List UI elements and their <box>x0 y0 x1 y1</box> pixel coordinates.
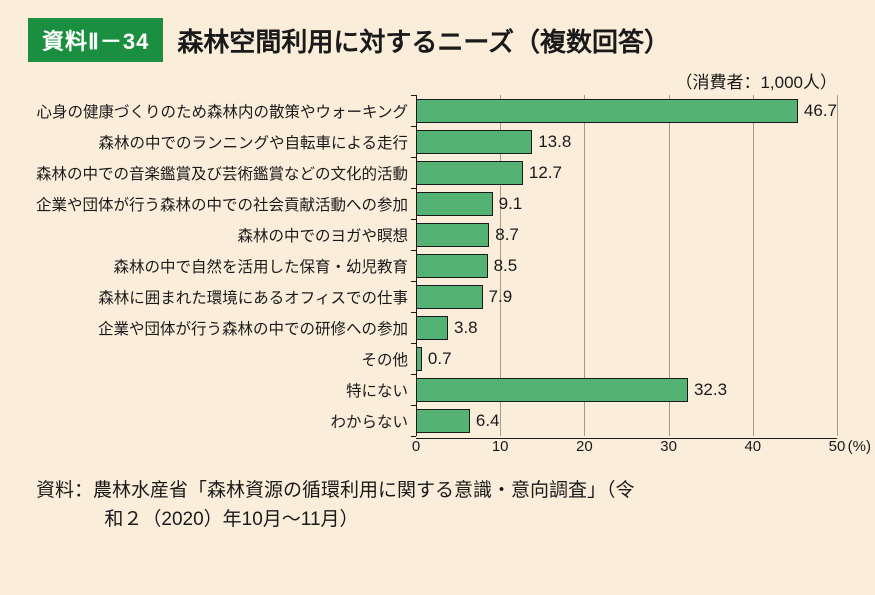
bar-value: 3.8 <box>454 318 478 338</box>
y-label: 企業や団体が行う森林の中での研修への参加 <box>36 312 416 343</box>
bar-value: 6.4 <box>476 411 500 431</box>
x-tick-label: 10 <box>492 438 509 455</box>
bar <box>416 130 532 154</box>
bar <box>416 285 483 309</box>
bar-row: 8.5 <box>416 250 837 281</box>
bar-value: 8.7 <box>495 225 519 245</box>
bar-row: 3.8 <box>416 312 837 343</box>
bar-row: 6.4 <box>416 405 837 436</box>
bar-value: 12.7 <box>529 163 562 183</box>
y-label: 森林の中でのランニングや自転車による走行 <box>36 126 416 157</box>
x-axis-unit: (%) <box>848 438 871 455</box>
y-label: 企業や団体が行う森林の中での社会貢献活動への参加 <box>36 188 416 219</box>
y-label: その他 <box>36 343 416 374</box>
bar <box>416 409 470 433</box>
bar-row: 32.3 <box>416 374 837 405</box>
plot-area: 46.713.812.79.18.78.57.93.80.732.36.4 01… <box>416 95 837 462</box>
bar-value: 13.8 <box>538 132 571 152</box>
bar-value: 8.5 <box>494 256 518 276</box>
bar-row: 7.9 <box>416 281 837 312</box>
bar <box>416 161 523 185</box>
x-axis: 01020304050(%) <box>416 438 837 462</box>
bar-value: 9.1 <box>499 194 523 214</box>
bar <box>416 378 688 402</box>
x-tick-label: 50 <box>829 438 846 455</box>
y-labels: 心身の健康づくりのため森林内の散策やウォーキング森林の中でのランニングや自転車に… <box>36 95 416 462</box>
figure-subtitle: （消費者：1,000人） <box>28 68 837 93</box>
bar <box>416 254 488 278</box>
bar-value: 0.7 <box>428 349 452 369</box>
y-label: 特にない <box>36 374 416 405</box>
page: 資料Ⅱ－34 森林空間利用に対するニーズ（複数回答） （消費者：1,000人） … <box>0 0 875 595</box>
figure-badge: 資料Ⅱ－34 <box>28 18 163 62</box>
y-label: わからない <box>36 405 416 436</box>
x-tick-label: 40 <box>744 438 761 455</box>
source-line1: 資料：農林水産省「森林資源の循環利用に関する意識・意向調査」（令 <box>36 480 635 501</box>
y-label: 森林の中での音楽鑑賞及び芸術鑑賞などの文化的活動 <box>36 157 416 188</box>
bar-row: 9.1 <box>416 188 837 219</box>
bar-value: 7.9 <box>489 287 513 307</box>
bar <box>416 223 489 247</box>
x-tick-label: 20 <box>576 438 593 455</box>
x-tick-label: 30 <box>660 438 677 455</box>
y-axis-line <box>416 95 417 436</box>
chart: 心身の健康づくりのため森林内の散策やウォーキング森林の中でのランニングや自転車に… <box>36 95 837 462</box>
y-label: 心身の健康づくりのため森林内の散策やウォーキング <box>36 95 416 126</box>
bar-row: 13.8 <box>416 126 837 157</box>
grid-vline <box>837 95 838 436</box>
bar <box>416 316 448 340</box>
bar-row: 12.7 <box>416 157 837 188</box>
source-note: 資料：農林水産省「森林資源の循環利用に関する意識・意向調査」（令 和２（2020… <box>28 476 847 535</box>
x-axis-line <box>416 438 837 439</box>
y-label: 森林の中でのヨガや瞑想 <box>36 219 416 250</box>
bar-value: 46.7 <box>804 101 837 121</box>
header: 資料Ⅱ－34 森林空間利用に対するニーズ（複数回答） <box>28 18 847 62</box>
bar-row: 8.7 <box>416 219 837 250</box>
bar <box>416 192 493 216</box>
x-tick-label: 0 <box>412 438 420 455</box>
y-label: 森林に囲まれた環境にあるオフィスでの仕事 <box>36 281 416 312</box>
source-line2: 和２（2020）年10月～11月） <box>36 505 839 534</box>
y-label: 森林の中で自然を活用した保育・幼児教育 <box>36 250 416 281</box>
bars: 46.7 13.8 12.7 9.1 8.7 8.5 7.9 3.80.7 32.3 6.4 <box>416 95 837 436</box>
figure-title: 森林空間利用に対するニーズ（複数回答） <box>177 22 670 59</box>
bar-row: 0.7 <box>416 343 837 374</box>
y-tick <box>411 436 416 437</box>
bar-row: 46.7 <box>416 95 837 126</box>
bar <box>416 99 798 123</box>
bar-value: 32.3 <box>694 380 727 400</box>
